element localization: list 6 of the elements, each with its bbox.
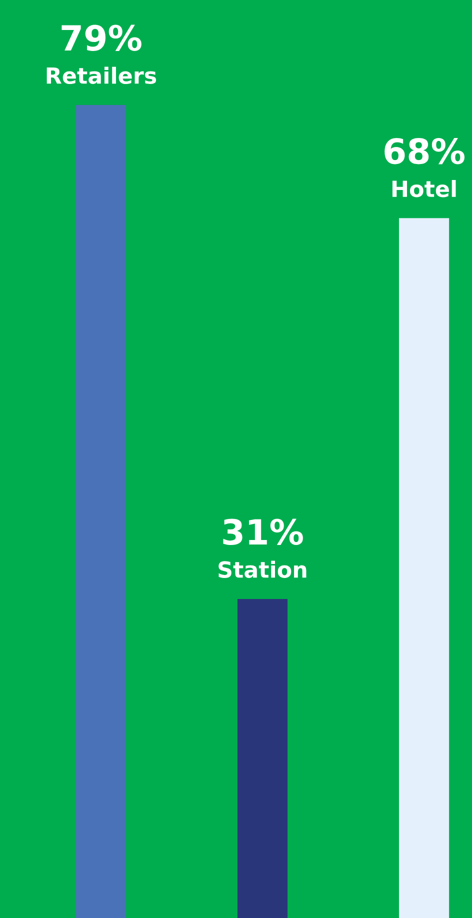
x-tick-label: Station: [218, 560, 306, 578]
x-tick-label: Hotel: [392, 180, 456, 198]
data-label: 68%: [384, 138, 464, 164]
x-tick-label: Retailers: [46, 66, 156, 84]
data-label: 31%: [223, 518, 303, 546]
data-label: 79%: [62, 24, 142, 52]
